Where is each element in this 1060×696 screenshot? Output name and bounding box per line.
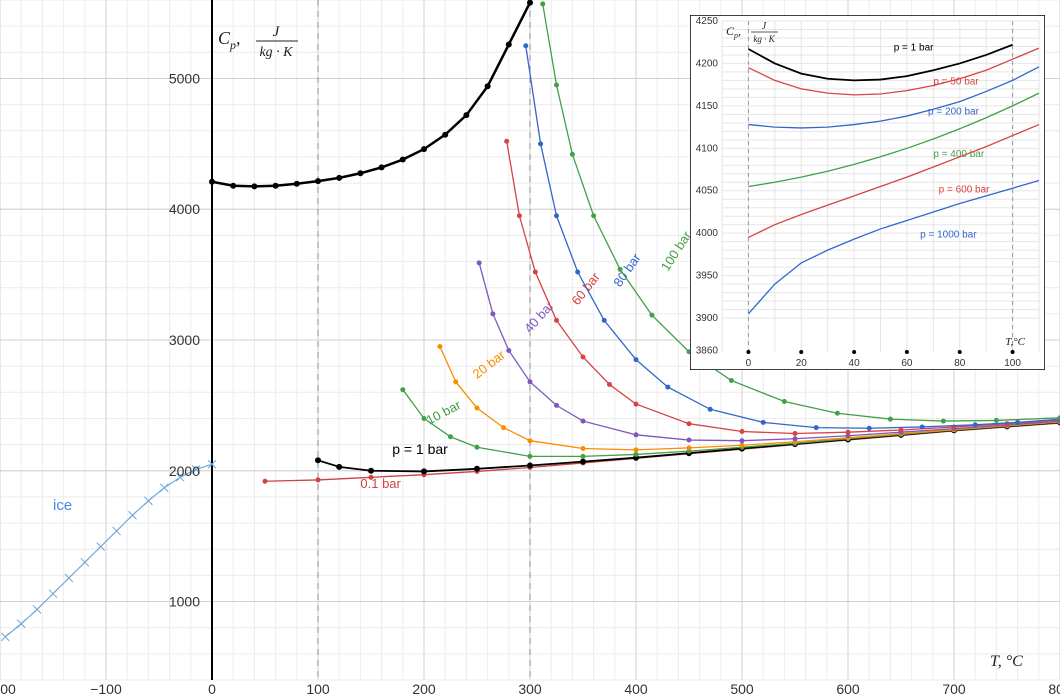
x-tick: 300 — [518, 681, 542, 696]
x-tick: 0 — [208, 681, 216, 696]
inset-label: p = 1000 bar — [920, 229, 977, 240]
inset-label: p = 200 bar — [928, 106, 980, 117]
x-tick: 800 — [1048, 681, 1060, 696]
series-label-1 bar: p = 1 bar — [392, 441, 448, 457]
x-tick: 100 — [306, 681, 330, 696]
inset-x-tick: 0 — [746, 358, 752, 369]
inset-y-tick: 4100 — [696, 143, 719, 154]
inset-label: p = 50 bar — [933, 77, 979, 88]
y-tick: 4000 — [169, 201, 200, 217]
y-tick: 3000 — [169, 332, 200, 348]
x-tick: −200 — [0, 681, 16, 696]
svg-text:3860: 3860 — [696, 345, 719, 356]
y-tick: 2000 — [169, 463, 200, 479]
inset-y-tick: 4000 — [696, 228, 719, 239]
inset-y-tick: 3900 — [696, 313, 719, 324]
series-label-0.1 bar: 0.1 bar — [360, 476, 401, 491]
inset-x-tick: 100 — [1004, 358, 1021, 369]
x-tick: 600 — [836, 681, 860, 696]
inset-y-tick: 4250 — [696, 16, 719, 27]
svg-text:kg · K: kg · K — [753, 34, 775, 44]
svg-text:Cp,: Cp, — [726, 24, 741, 40]
inset-y-tick: 4200 — [696, 58, 719, 69]
svg-text:kg · K: kg · K — [259, 45, 293, 60]
inset-x-label: T,°C — [1005, 336, 1025, 348]
inset-label: p = 1 bar — [894, 43, 934, 54]
inset-x-tick: 40 — [849, 358, 861, 369]
inset-y-tick: 4050 — [696, 186, 719, 197]
inset-y-tick: 3950 — [696, 271, 719, 282]
inset-x-tick: 60 — [901, 358, 913, 369]
inset-x-tick: 20 — [796, 358, 808, 369]
svg-text:J: J — [762, 21, 767, 32]
x-tick: 700 — [942, 681, 966, 696]
series-label-ice: ice — [53, 497, 72, 514]
inset-y-tick: 4150 — [696, 101, 719, 112]
inset-label: p = 600 bar — [939, 184, 991, 195]
x-axis-label: T, °C — [990, 653, 1023, 670]
x-tick: 500 — [730, 681, 754, 696]
inset-chart: p = 1 barp = 50 barp = 200 barp = 400 ba… — [690, 15, 1045, 370]
y-tick: 5000 — [169, 70, 200, 86]
x-tick: −100 — [90, 681, 122, 696]
y-tick: 1000 — [169, 594, 200, 610]
inset-x-tick: 80 — [954, 358, 966, 369]
x-tick: 200 — [412, 681, 436, 696]
x-tick: 400 — [624, 681, 648, 696]
